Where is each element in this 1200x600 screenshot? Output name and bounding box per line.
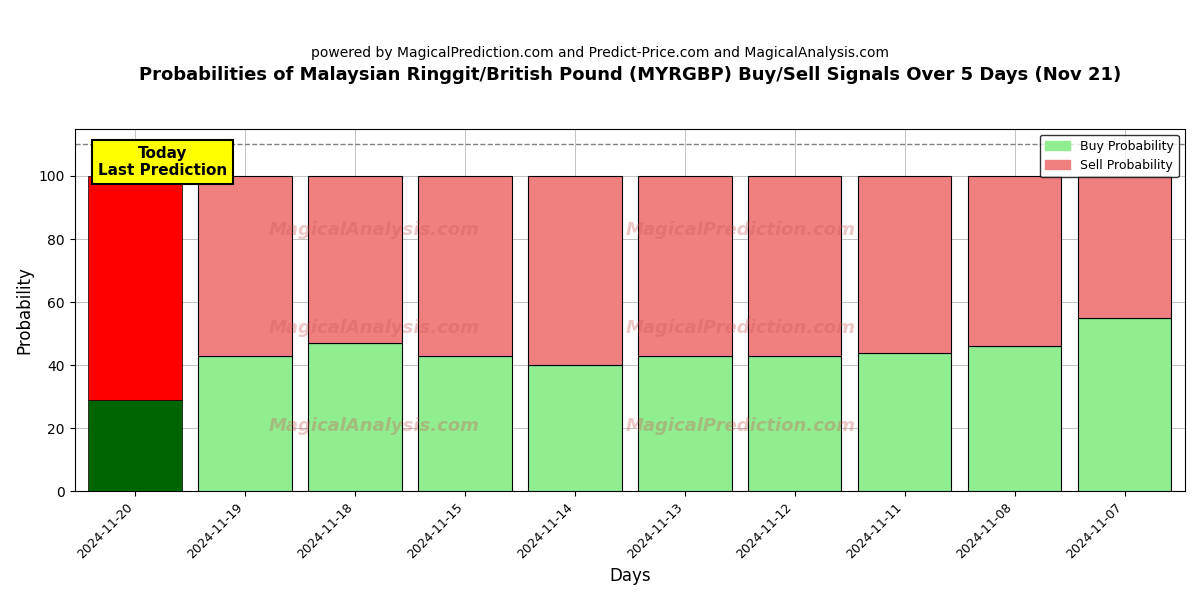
Legend: Buy Probability, Sell Probability: Buy Probability, Sell Probability [1040,135,1178,177]
X-axis label: Days: Days [610,567,650,585]
Bar [89,400,182,491]
Bar [1078,318,1171,491]
Text: Today
Last Prediction: Today Last Prediction [98,146,227,178]
Bar [638,176,732,356]
Bar [748,356,841,491]
Bar [419,176,511,356]
Bar [858,353,952,491]
Bar [638,356,732,491]
Text: powered by MagicalPrediction.com and Predict-Price.com and MagicalAnalysis.com: powered by MagicalPrediction.com and Pre… [311,46,889,60]
Bar [748,176,841,356]
Text: MagicalAnalysis.com: MagicalAnalysis.com [269,417,480,435]
Bar [528,365,622,491]
Text: MagicalPrediction.com: MagicalPrediction.com [626,221,856,239]
Bar [968,176,1061,346]
Bar [198,356,292,491]
Bar [308,343,402,491]
Bar [528,176,622,365]
Bar [198,176,292,356]
Bar [968,346,1061,491]
Text: MagicalPrediction.com: MagicalPrediction.com [626,417,856,435]
Text: MagicalAnalysis.com: MagicalAnalysis.com [269,221,480,239]
Bar [858,176,952,353]
Bar [1078,176,1171,318]
Text: MagicalPrediction.com: MagicalPrediction.com [626,319,856,337]
Bar [308,176,402,343]
Bar [419,356,511,491]
Title: Probabilities of Malaysian Ringgit/British Pound (MYRGBP) Buy/Sell Signals Over : Probabilities of Malaysian Ringgit/Briti… [139,66,1121,84]
Bar [89,176,182,400]
Text: MagicalAnalysis.com: MagicalAnalysis.com [269,319,480,337]
Y-axis label: Probability: Probability [16,266,34,354]
